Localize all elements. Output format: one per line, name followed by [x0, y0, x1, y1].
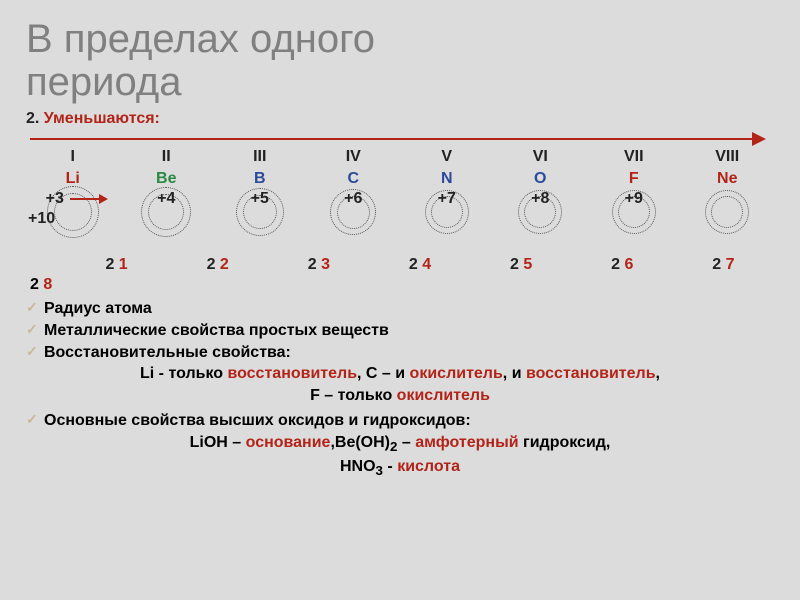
- electron-config-row: 2 12 22 32 42 52 62 7: [66, 256, 774, 274]
- redox-line-2: F – только окислитель: [26, 385, 774, 407]
- section-label: 2. Уменьшаются:: [26, 110, 774, 128]
- ox-p4: –: [397, 434, 415, 451]
- econf-4: 2 4: [369, 256, 470, 274]
- econf-5: 2 5: [471, 256, 572, 274]
- oxides-line: LiOH – основание,Be(OH)2 – амфотерный ги…: [26, 432, 774, 456]
- bullet-list-2: Основные свойства высших оксидов и гидро…: [26, 410, 774, 432]
- bullet-reducing: Восстановительные свойства:: [26, 342, 774, 364]
- rx1-p3: , C – и: [357, 365, 410, 382]
- electron-config-last: 2 8: [26, 276, 774, 294]
- econf-7: 2 7: [673, 256, 774, 274]
- rx1-p5: , и: [503, 365, 526, 382]
- slide-title: В пределах одного периода: [26, 18, 774, 104]
- rx1-p4: окислитель: [410, 365, 503, 382]
- charge-7: +9: [587, 190, 681, 208]
- charge-2: +4: [120, 190, 214, 208]
- arrow-head-icon: [752, 132, 766, 146]
- rx1-p6: восстановитель: [526, 365, 656, 382]
- section-word: Уменьшаются:: [44, 110, 160, 127]
- charge-3: +5: [213, 190, 307, 208]
- elec-last-b: 8: [43, 276, 52, 293]
- title-line-1: В пределах одного: [26, 17, 375, 61]
- econf-3: 2 3: [268, 256, 369, 274]
- roman-numerals-row: IIIIIIIVVVIVIIVIII: [26, 148, 774, 166]
- charge-ten: +10: [26, 210, 774, 228]
- charges-row: +3+4+5+6+7+8+9: [26, 190, 774, 208]
- roman-3: III: [213, 148, 307, 166]
- charge-1: +3: [26, 190, 120, 208]
- econf-1: 2 1: [66, 256, 167, 274]
- rx2-p1: F: [310, 387, 320, 404]
- roman-8: VIII: [681, 148, 775, 166]
- charge-4: +6: [307, 190, 401, 208]
- ac-sub: 3: [376, 463, 383, 478]
- ac-p3: кислота: [397, 458, 460, 475]
- econf-6: 2 6: [572, 256, 673, 274]
- bullet-list: Радиус атома Металлические свойства прос…: [26, 298, 774, 363]
- ox-p2: основание: [246, 434, 331, 451]
- roman-5: V: [400, 148, 494, 166]
- section-number: 2.: [26, 110, 44, 127]
- econf-2: 2 2: [167, 256, 268, 274]
- rx1-p2: восстановитель: [227, 365, 357, 382]
- rx1-p1: Li - только: [140, 365, 227, 382]
- roman-7: VII: [587, 148, 681, 166]
- rx2-p3: окислитель: [397, 387, 490, 404]
- charge-6: +8: [494, 190, 588, 208]
- ac-p1: HNO: [340, 458, 376, 475]
- charge-5: +7: [400, 190, 494, 208]
- ox-p5: амфотерный: [415, 434, 518, 451]
- rx1-p7: ,: [656, 365, 660, 382]
- bullet-metallic: Металлические свойства простых веществ: [26, 320, 774, 342]
- bullet-oxides: Основные свойства высших оксидов и гидро…: [26, 410, 774, 432]
- roman-2: II: [120, 148, 214, 166]
- bullet-radius: Радиус атома: [26, 298, 774, 320]
- rx2-p2: – только: [320, 387, 397, 404]
- ox-p1: LiOH –: [190, 434, 246, 451]
- charge-8: [681, 190, 775, 208]
- ox-p3: ,Be(OH): [330, 434, 390, 451]
- elec-last-a: 2: [30, 276, 43, 293]
- small-arrow-icon: [70, 198, 100, 200]
- trend-arrow: [26, 130, 774, 146]
- ox-p6: гидроксид,: [519, 434, 611, 451]
- arrow-line: [30, 138, 754, 140]
- redox-line-1: Li - только восстановитель, C – и окисли…: [26, 363, 774, 385]
- acid-line: HNO3 - кислота: [26, 456, 774, 480]
- ac-p2: -: [383, 458, 397, 475]
- title-line-2: периода: [26, 60, 181, 104]
- roman-4: IV: [307, 148, 401, 166]
- charges-block: +3+4+5+6+7+8+9 +10: [26, 190, 774, 252]
- roman-1: I: [26, 148, 120, 166]
- roman-6: VI: [494, 148, 588, 166]
